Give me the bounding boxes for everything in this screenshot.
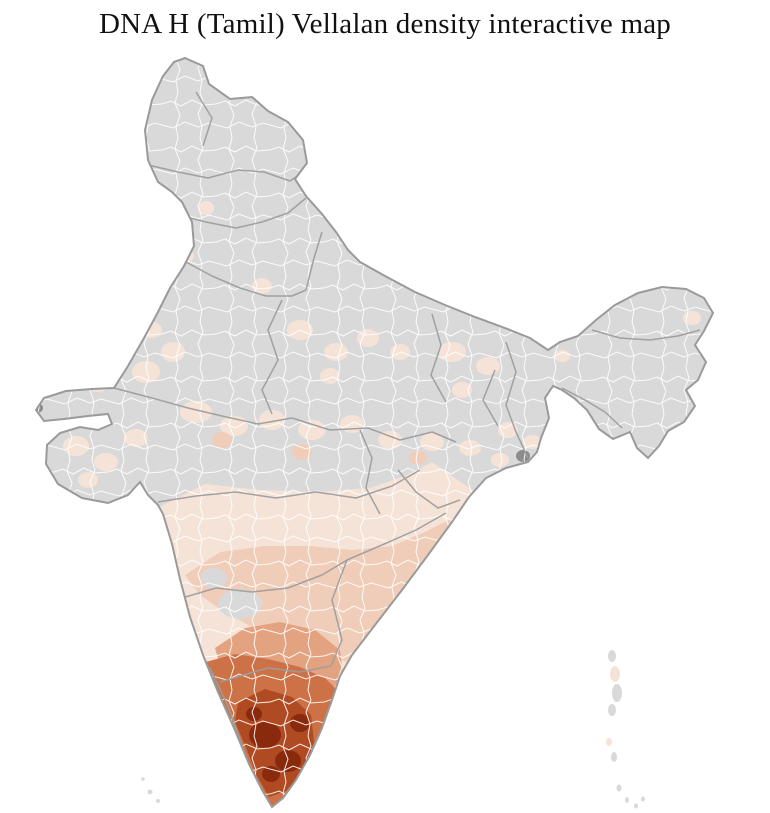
state-border-line xyxy=(330,559,348,667)
state-border-line xyxy=(181,559,348,599)
state-border-line xyxy=(261,299,283,415)
state-border-line xyxy=(185,261,307,297)
island[interactable] xyxy=(634,803,638,809)
state-border-line xyxy=(147,164,304,182)
page-title: DNA H (Tamil) Vellalan density interacti… xyxy=(99,8,671,40)
state-border-line xyxy=(157,469,421,503)
state-border-line xyxy=(591,329,701,341)
island[interactable] xyxy=(156,799,160,803)
island[interactable] xyxy=(612,684,622,702)
island[interactable] xyxy=(147,789,153,795)
district-patch[interactable] xyxy=(102,336,134,360)
state-border-line xyxy=(346,512,447,561)
state-borders xyxy=(113,91,701,802)
island[interactable] xyxy=(610,666,620,682)
island[interactable] xyxy=(625,797,629,803)
andaman-nicobar-islands[interactable] xyxy=(606,650,645,809)
lakshadweep-islands[interactable] xyxy=(141,777,160,803)
island[interactable] xyxy=(641,796,645,802)
state-border-line xyxy=(359,429,381,515)
island[interactable] xyxy=(611,752,617,762)
state-border-line xyxy=(430,313,447,403)
state-border-line xyxy=(561,387,623,429)
state-border-line xyxy=(397,469,461,509)
island[interactable] xyxy=(608,650,616,662)
state-border-line xyxy=(482,369,499,427)
state-border-line xyxy=(219,665,332,683)
state-border-line xyxy=(505,341,529,459)
island[interactable] xyxy=(141,777,145,781)
state-border-line xyxy=(291,417,457,443)
state-border-line xyxy=(177,197,307,229)
island[interactable] xyxy=(606,738,612,746)
district-boundaries-overlay xyxy=(36,58,713,807)
state-border-line xyxy=(195,91,213,147)
state-border-line xyxy=(113,387,293,425)
island[interactable] xyxy=(616,784,622,792)
state-border-line xyxy=(305,231,323,291)
island[interactable] xyxy=(608,704,616,716)
